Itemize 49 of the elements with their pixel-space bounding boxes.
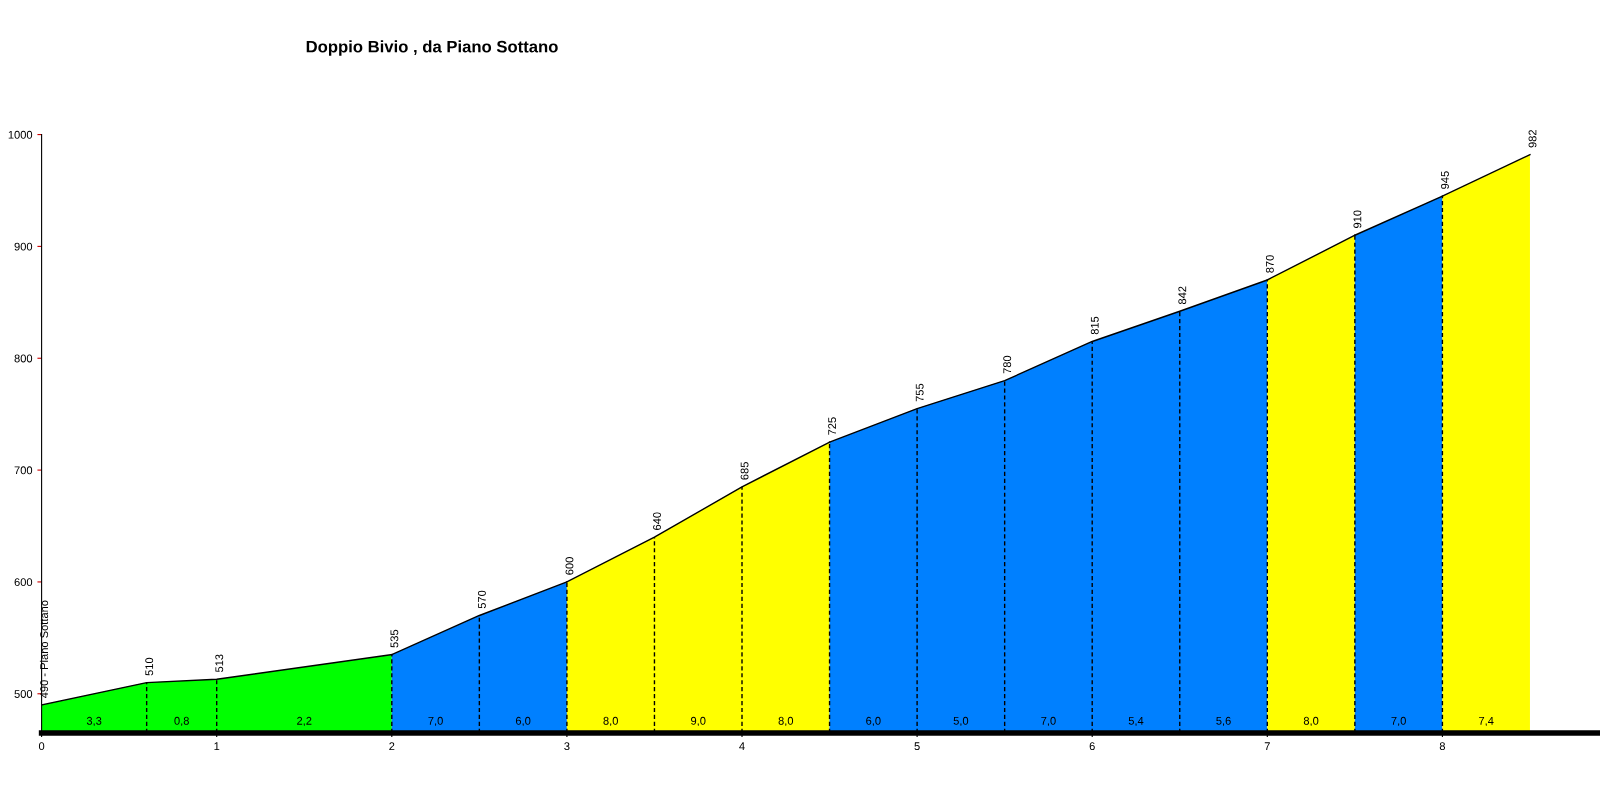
annotation: 9,0 — [691, 716, 706, 727]
x-tick-label: 4 — [739, 742, 745, 750]
annotation: 5,4 — [1128, 716, 1144, 727]
annotation: 5,0 — [953, 716, 969, 727]
annotation: 2,2 — [297, 716, 312, 727]
data-label: 815 — [1090, 316, 1099, 335]
data-label: 842 — [1178, 286, 1187, 305]
x-tick-label: 0 — [38, 742, 45, 751]
annotation: 7,0 — [1041, 716, 1056, 727]
y-tick-label: 1000 — [8, 130, 33, 139]
data-label: 510 — [145, 657, 154, 676]
y-tick-label: 600 — [14, 578, 33, 587]
data-label: 945 — [1441, 171, 1449, 189]
annotation: 6,0 — [515, 716, 531, 727]
data-label: 535 — [390, 629, 399, 648]
data-label: 600 — [565, 557, 574, 575]
annotation: 7,0 — [428, 716, 443, 727]
annotation: 3,3 — [86, 716, 102, 727]
data-label: 870 — [1265, 255, 1274, 273]
data-label: 982 — [1528, 130, 1537, 148]
y-tick-label: 800 — [14, 354, 33, 363]
annotation: 6,0 — [866, 716, 881, 727]
x-tick-label: 6 — [1089, 742, 1095, 751]
data-label: 725 — [828, 417, 837, 435]
x-tick-label: 1 — [214, 742, 220, 750]
y-tick-label: 700 — [14, 466, 33, 475]
x-tick-label: 3 — [564, 742, 570, 751]
y-tick-label: 500 — [14, 690, 33, 698]
data-label: 910 — [1353, 210, 1362, 228]
x-tick-label: 8 — [1439, 742, 1446, 751]
x-tick-label: 5 — [914, 742, 920, 751]
annotation: 7,4 — [1479, 716, 1494, 727]
x-tick-label: 7 — [1264, 742, 1270, 750]
chart-title: Doppio Bivio , da Piano Sottano — [306, 40, 558, 56]
data-label: 490 - Piano Sottano — [39, 600, 49, 698]
x-tick-label: 2 — [389, 742, 395, 750]
annotation: 5,6 — [1216, 716, 1231, 727]
data-label: 570 — [477, 590, 486, 609]
annotation: 7,0 — [1391, 716, 1406, 727]
data-label: 780 — [1003, 355, 1012, 374]
data-label: 640 — [653, 512, 661, 530]
annotation: 8,0 — [1303, 716, 1319, 727]
annotation: 0,8 — [174, 716, 189, 727]
data-label: 755 — [915, 383, 924, 402]
annotation: 8,0 — [603, 716, 618, 727]
y-tick-label: 900 — [14, 242, 33, 251]
data-label: 513 — [215, 654, 224, 673]
data-label: 685 — [740, 462, 749, 480]
annotation: 8,0 — [778, 716, 794, 727]
